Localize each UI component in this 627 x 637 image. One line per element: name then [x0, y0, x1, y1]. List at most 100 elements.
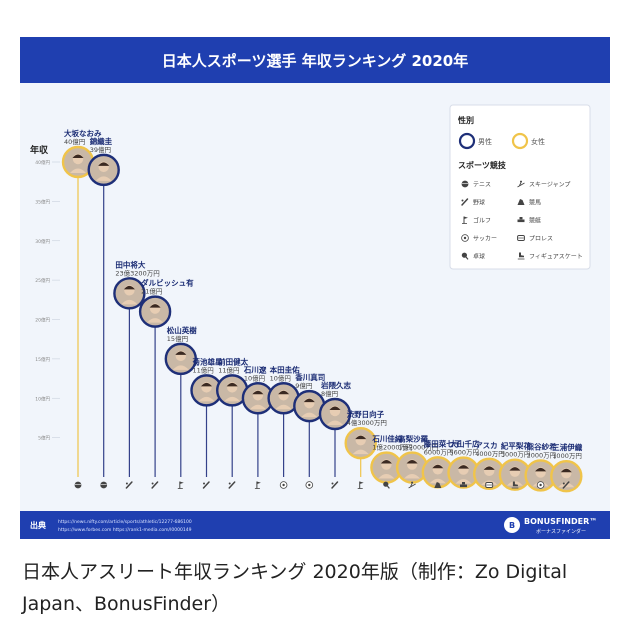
athlete-hair-17	[509, 467, 521, 471]
athlete-name-7: 石川遼	[243, 364, 267, 374]
sport-icon-14	[434, 482, 442, 488]
soccer-patch	[463, 236, 467, 240]
legend-golf-label: ゴルフ	[473, 217, 491, 225]
athlete-shoulders-7	[249, 404, 266, 410]
athlete-amount-17: 3000万円	[501, 451, 531, 459]
athlete-shoulders-10	[327, 420, 343, 425]
sport-icons-row	[74, 481, 570, 489]
horse-icon	[434, 482, 442, 488]
athlete-amount-16: 4000万円	[475, 450, 505, 458]
brand-logo-icon	[504, 517, 520, 533]
legend-ski-jump-icon	[517, 180, 525, 188]
golf-flag	[256, 481, 261, 484]
sport-icon-8	[279, 481, 288, 489]
athlete-avatars	[61, 145, 583, 493]
athlete-name-5: 菊池雄星	[193, 356, 223, 366]
athlete-shoulders-14	[429, 478, 446, 484]
paddle-handle	[386, 485, 390, 489]
athlete-name-1: 錦織圭	[89, 136, 113, 146]
sport-icon-11	[357, 481, 364, 489]
athlete-hair-0	[72, 154, 84, 158]
legend-soccer-label: サッカー	[473, 236, 497, 243]
y-tick-label-4: 25億円	[35, 277, 50, 284]
legend-gender-title: 性別	[458, 115, 474, 125]
legend-golf-icon	[462, 216, 468, 224]
athlete-amount-4: 15億円	[167, 334, 188, 343]
ski-icon	[517, 182, 525, 188]
athlete-hair-3	[149, 304, 161, 308]
athlete-hair-12	[380, 460, 392, 464]
brand-subname: ボーナスファインダー	[536, 528, 586, 535]
athlete-shoulders-11	[352, 449, 369, 455]
athlete-amount-12: 1億2000万円	[372, 443, 412, 452]
baseball-ball	[331, 482, 334, 485]
chart: 日本人スポーツ選手 年収ランキング 2020年 年収 5億円 10億円 15億円 20…	[20, 37, 610, 539]
legend-horse-racing-icon	[517, 199, 525, 205]
athlete-shoulders-8	[275, 404, 292, 410]
legend-pro-wrestling-label: プロレス	[529, 236, 553, 243]
athlete-amount-1: 39億円	[90, 145, 111, 154]
ping-pong-paddle-icon	[461, 252, 467, 258]
athlete-name-13: 高梨沙羅	[398, 434, 428, 444]
sport-icon-6	[228, 481, 236, 489]
legend-table-tennis-icon	[461, 252, 469, 260]
athlete-shoulders-4	[172, 365, 189, 370]
baseball-bat-icon	[461, 198, 469, 206]
tennis-ball-icon	[74, 481, 82, 489]
horse-icon	[517, 199, 525, 205]
athlete-hair-10	[329, 406, 341, 410]
athlete-hair-19	[560, 468, 572, 473]
legend-female-label: 女性	[531, 137, 545, 146]
ski-icon	[408, 483, 416, 489]
chart-title: 日本人スポーツ選手 年収ランキング 2020年	[162, 52, 468, 70]
source-url-1: https://news.nifty.com/article/sports/at…	[58, 519, 192, 525]
athlete-name-14: 藤田菜七子	[424, 438, 462, 448]
athlete-hair-15	[458, 465, 469, 469]
athlete-hair-4	[175, 351, 187, 355]
baseball-bat-icon	[562, 481, 570, 489]
athlete-amount-19: 1000万円	[552, 452, 582, 460]
header-band	[20, 37, 610, 83]
brand-logo-letter: B	[509, 521, 515, 530]
y-tick-label-2: 15億円	[35, 356, 50, 363]
athlete-shoulders-12	[378, 474, 395, 479]
sport-icon-9	[305, 481, 314, 489]
baseball-ball	[151, 482, 154, 485]
athlete-name-16: アスカ	[475, 441, 498, 450]
athlete-shoulders-15	[455, 479, 472, 484]
sport-icon-15	[460, 482, 467, 488]
athlete-amount-13: 1億2000万円	[398, 443, 438, 452]
soccer-patch	[539, 483, 542, 487]
legend-tennis-label: テニス	[473, 182, 491, 189]
athlete-name-8: 本田圭佑	[269, 364, 300, 374]
figure-caption: 日本人アスリート年収ランキング 2020年版（制作：Zo Digital Jap…	[22, 561, 568, 615]
sport-icon-0	[74, 481, 82, 489]
legend-soccer-icon	[461, 234, 469, 242]
legend-horse-racing-label: 競馬	[529, 199, 541, 207]
source-label: 出典	[30, 520, 46, 530]
sport-icon-3	[151, 481, 159, 489]
baseball-ball	[461, 199, 464, 202]
ping-pong-paddle-icon	[383, 481, 389, 487]
athlete-hair-6	[226, 382, 238, 387]
sport-icon-5	[202, 481, 210, 489]
athlete-amount-10: 8億円	[321, 389, 338, 398]
skate-icon	[519, 252, 524, 258]
golf-flag	[359, 481, 364, 484]
sport-icon-13	[408, 481, 416, 489]
legend-table-tennis-label: 卓球	[473, 253, 485, 261]
athlete-hair-1	[98, 162, 110, 166]
sport-icon-19	[562, 481, 570, 489]
sport-icon-7	[254, 481, 261, 489]
athlete-hair-5	[201, 382, 212, 387]
y-axis-label: 年収	[30, 144, 49, 156]
baseball-ball	[125, 482, 128, 485]
athlete-hair-2	[123, 285, 135, 290]
athlete-name-0: 大坂なおみ	[64, 128, 102, 138]
soccer-patch	[308, 483, 311, 487]
brand-name: BONUSFINDER™	[524, 517, 597, 526]
y-tick-label-0: 5億円	[38, 435, 50, 442]
legend-female-swatch	[511, 132, 529, 150]
paddle-handle	[465, 256, 469, 260]
